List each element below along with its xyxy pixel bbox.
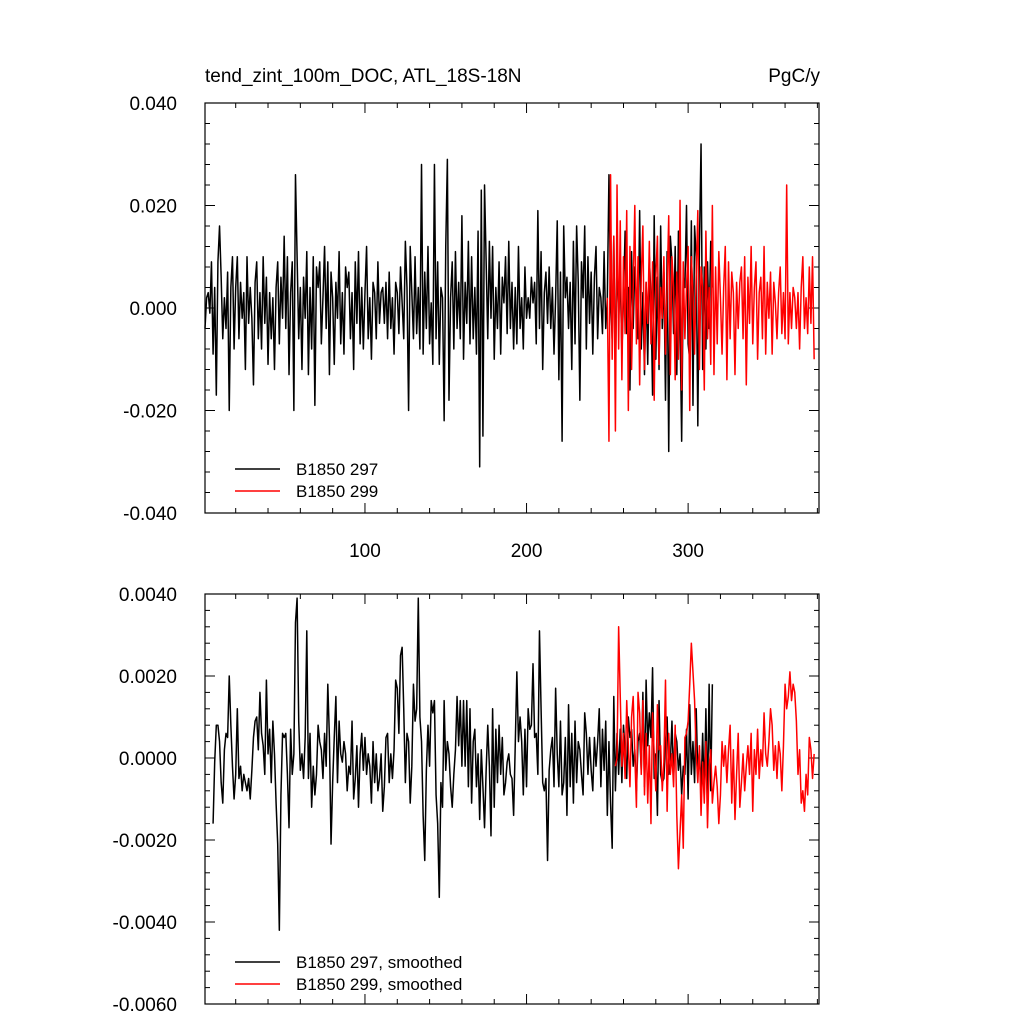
bottom-series-group [212, 597, 815, 931]
bottom-y-tick-labels: -0.0060 -0.0040 -0.0020 0.0000 0.0020 0.0040 [113, 585, 177, 1016]
top-panel: tend_zint_100m_DOC, ATL_18S-18N PgC/y -0… [123, 66, 820, 562]
top-y-tick-label: -0.020 [123, 402, 177, 423]
bottom-y-tick-label: 0.0020 [119, 667, 177, 688]
top-x-tick-label: 200 [511, 541, 543, 562]
bottom-y-tick-label: 0.0000 [119, 749, 177, 770]
bottom-legend-label-297: B1850 297, smoothed [296, 953, 462, 972]
bottom-y-tick-label: -0.0020 [113, 831, 177, 852]
bottom-legend: B1850 297, smoothed B1850 299, smoothed [235, 953, 462, 994]
top-y-tick-labels: -0.040 -0.020 0.000 0.020 0.040 [123, 94, 177, 525]
top-series-group [204, 143, 815, 468]
top-panel-title: tend_zint_100m_DOC, ATL_18S-18N [205, 66, 522, 87]
top-x-tick-label: 100 [349, 541, 381, 562]
top-panel-units: PgC/y [768, 66, 820, 87]
top-x-tick-label: 300 [672, 541, 704, 562]
bottom-series-line-297 [212, 597, 714, 931]
bottom-y-tick-label: -0.0060 [113, 995, 177, 1016]
top-x-tick-labels: 100 200 300 [349, 541, 704, 562]
top-legend: B1850 297 B1850 299 [235, 460, 378, 501]
top-y-tick-label: 0.000 [129, 299, 177, 320]
bottom-plot-frame [204, 593, 820, 1005]
top-y-tick-label: 0.040 [129, 94, 177, 115]
top-y-tick-label: -0.040 [123, 504, 177, 525]
bottom-y-tick-label: -0.0040 [113, 913, 177, 934]
bottom-series-line-299 [614, 626, 815, 870]
top-series-line-299 [606, 174, 815, 442]
bottom-panel: -0.0060-0.0040-0.00200.00000.00200.0040 … [113, 585, 820, 1016]
top-axis-ticks [205, 102, 819, 514]
top-y-tick-label: 0.020 [129, 197, 177, 218]
bottom-axis-ticks [205, 593, 819, 1005]
top-legend-label-299: B1850 299 [296, 482, 378, 501]
bottom-legend-label-299: B1850 299, smoothed [296, 975, 462, 994]
bottom-y-tick-label: 0.0040 [119, 585, 177, 606]
top-legend-label-297: B1850 297 [296, 460, 378, 479]
